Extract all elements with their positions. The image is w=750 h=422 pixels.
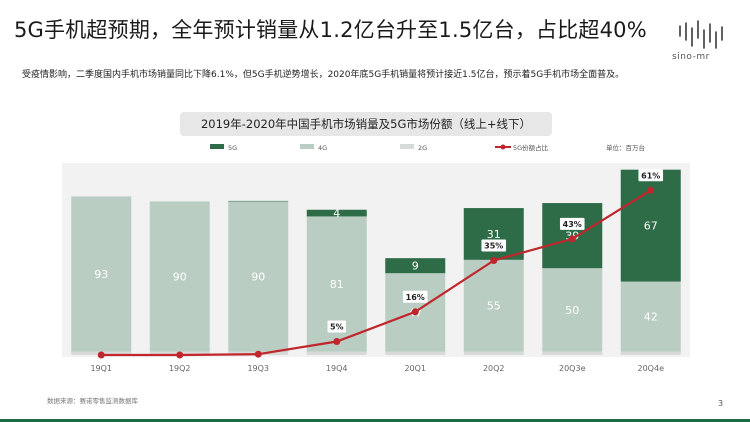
bar-4g-label: 93 <box>94 268 108 281</box>
bar-2g <box>620 351 681 355</box>
bar-2g <box>385 351 446 355</box>
bar-4g <box>542 268 603 352</box>
chart-title: 2019年-2020年中国手机市场销量及5G市场份额（线上+线下） <box>180 112 552 136</box>
share-point <box>176 351 184 359</box>
share-line <box>101 189 652 357</box>
share-label-bg <box>481 239 507 252</box>
bar-2g <box>542 351 603 355</box>
share-point <box>568 235 576 243</box>
bar-4g <box>149 201 210 352</box>
slide-subtitle: 受疫情影响，二季度国内手机市场销量同比下降6.1%，但5G手机逆势增长，2020… <box>22 70 625 80</box>
bar-4g-label: 90 <box>251 271 265 284</box>
chart-title-text: 2019年-2020年中国手机市场销量及5G市场份额（线上+线下） <box>200 117 532 131</box>
share-label: 43% <box>563 220 582 229</box>
share-point <box>647 186 655 194</box>
legend-swatch-5g <box>210 144 224 149</box>
bar-4g <box>228 201 289 352</box>
x-tick-label: 19Q3 <box>247 364 269 373</box>
bar-4g-label: 81 <box>330 278 344 291</box>
share-label-bg <box>402 290 428 303</box>
legend-label: 4G <box>318 144 327 152</box>
share-point <box>411 308 419 316</box>
unit-label: 单位：百万台 <box>606 143 645 152</box>
share-point <box>333 338 341 345</box>
bar-5g <box>228 200 289 202</box>
x-tick-label: 20Q4e <box>638 364 665 373</box>
x-tick-label: 19Q1 <box>90 364 112 373</box>
bar-5g-label: 4 <box>333 207 340 220</box>
share-label: 61% <box>641 171 660 180</box>
bar-5g-label: 9 <box>412 260 419 273</box>
share-point <box>254 350 262 358</box>
logo-text: sino-mr <box>672 52 710 62</box>
slide-title: 5G手机超预期，全年预计销量从1.2亿台升至1.5亿台，占比超40% <box>14 18 647 42</box>
bar-4g <box>71 196 132 352</box>
share-label: 5% <box>330 323 344 332</box>
bar-5g <box>385 258 446 274</box>
share-label-bg <box>638 169 664 182</box>
bar-4g <box>620 281 681 352</box>
data-source: 数据来源：赛诺零售监测数据库 <box>47 397 138 405</box>
legend-label: 2G <box>418 144 427 152</box>
share-point <box>490 257 498 264</box>
x-tick-label: 19Q4 <box>326 364 348 373</box>
sino-mr-logo-icon <box>679 20 723 49</box>
bar-5g-label: 31 <box>487 228 501 241</box>
x-tick-label: 19Q2 <box>169 364 191 373</box>
share-point <box>97 351 105 359</box>
legend-swatch-2g <box>400 144 414 149</box>
bar-5g-label: 67 <box>644 220 658 233</box>
x-tick-label: 20Q1 <box>404 364 426 373</box>
bar-4g-label: 42 <box>644 311 658 324</box>
x-tick-label: 20Q3e <box>559 364 586 373</box>
bar-2g <box>306 351 367 355</box>
bar-4g-label: 90 <box>173 271 187 284</box>
bar-4g-label: 50 <box>565 304 579 317</box>
legend-line-marker <box>500 144 506 150</box>
share-label: 16% <box>406 293 425 302</box>
legend-swatch-4g <box>300 144 314 149</box>
legend-label: 5G <box>228 144 237 152</box>
legend-label: 5G份额占比 <box>513 143 549 152</box>
share-label-bg <box>327 320 346 333</box>
bar-5g <box>306 209 367 217</box>
page-number: 3 <box>718 399 724 408</box>
bar-4g-label: 55 <box>487 300 501 313</box>
share-label-bg <box>559 217 585 230</box>
share-label: 35% <box>484 242 503 251</box>
bar-2g <box>463 351 524 355</box>
x-tick-label: 20Q2 <box>483 364 505 373</box>
bottom-rule <box>0 419 750 422</box>
bar-4g <box>463 259 524 352</box>
